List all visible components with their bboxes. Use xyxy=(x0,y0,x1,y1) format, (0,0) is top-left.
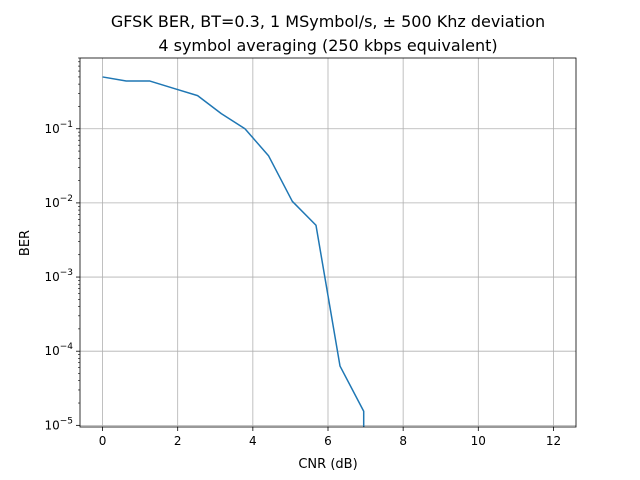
x-tick-label: 2 xyxy=(174,434,182,448)
series-line xyxy=(102,76,365,427)
x-tick-label: 12 xyxy=(546,434,561,448)
series-layer xyxy=(102,76,365,427)
y-axis: 10−5 10−4 10−3 10−2 10−1 xyxy=(44,57,80,432)
x-tick-label: 4 xyxy=(249,434,257,448)
y-tick-label: 10−4 xyxy=(44,342,73,358)
chart-subtitle: 4 symbol averaging (250 kbps equivalent) xyxy=(158,36,497,55)
y-tick-label: 10−5 xyxy=(44,416,73,432)
y-axis-label: BER xyxy=(18,230,33,256)
x-tick-label: 0 xyxy=(99,434,107,448)
y-tick-label: 10−1 xyxy=(44,120,73,136)
x-axis-label: CNR (dB) xyxy=(298,457,357,472)
y-tick-label: 10−2 xyxy=(44,194,73,210)
y-tick-label: 10−3 xyxy=(44,268,73,284)
x-tick-label: 8 xyxy=(399,434,407,448)
x-axis: 0 2 4 6 8 10 12 xyxy=(99,427,561,448)
x-tick-label: 6 xyxy=(324,434,332,448)
grid-lines xyxy=(80,58,576,427)
chart-title: GFSK BER, BT=0.3, 1 MSymbol/s, ± 500 Khz… xyxy=(111,12,545,31)
x-tick-label: 10 xyxy=(471,434,486,448)
